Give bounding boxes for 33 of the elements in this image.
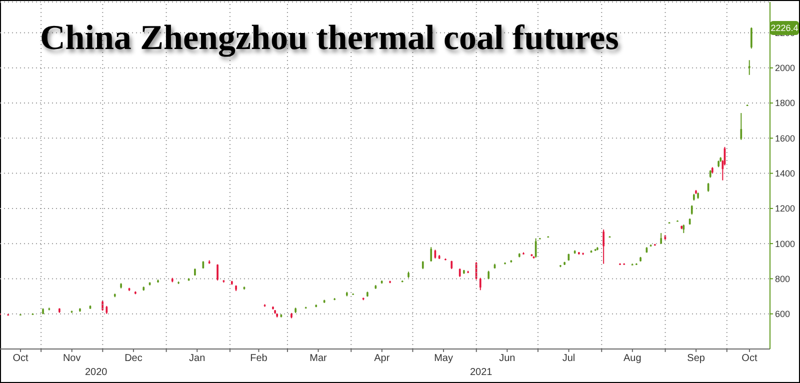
candlestick xyxy=(660,232,662,244)
y-tick-label: 1600 xyxy=(775,133,796,144)
x-tick-label: Jun xyxy=(499,353,516,364)
text: 2020 xyxy=(85,367,108,378)
y-tick-label: 1400 xyxy=(775,168,796,178)
candlestick xyxy=(430,246,432,262)
x-tick-label: Jul xyxy=(562,353,576,364)
candlestick xyxy=(216,264,218,281)
candlestick xyxy=(690,204,693,216)
candlestick xyxy=(748,60,750,76)
candlestick xyxy=(750,26,752,50)
x-tick-label: Mar xyxy=(310,353,328,364)
y-tick-label: 2000 xyxy=(775,63,796,74)
text: 2021 xyxy=(470,367,492,378)
x-tick-label: Dec xyxy=(124,353,142,364)
x-tick-label: Apr xyxy=(374,353,390,364)
x-tick-label: May xyxy=(434,353,453,364)
x-tick-label: Oct xyxy=(742,353,758,364)
y-tick-label: 1000 xyxy=(775,238,796,249)
y-tick-label: 1800 xyxy=(775,98,796,108)
x-tick-label: Feb xyxy=(250,353,268,364)
candlestick xyxy=(479,277,482,291)
x-tick-label: Nov xyxy=(62,353,81,364)
x-tick-label: Sep xyxy=(687,353,706,364)
candlestick xyxy=(740,112,742,140)
x-tick-label: Oct xyxy=(12,353,29,364)
y-tick-label: 1200 xyxy=(775,204,796,214)
y-tick-label: 800 xyxy=(775,274,790,284)
candlestick xyxy=(602,229,604,264)
x-tick-label: Jan xyxy=(189,353,206,364)
y-tick-label: 600 xyxy=(775,309,790,320)
x-tick-label: Aug xyxy=(624,353,642,364)
text: China Zhengzhou thermal coal futures xyxy=(40,18,619,58)
